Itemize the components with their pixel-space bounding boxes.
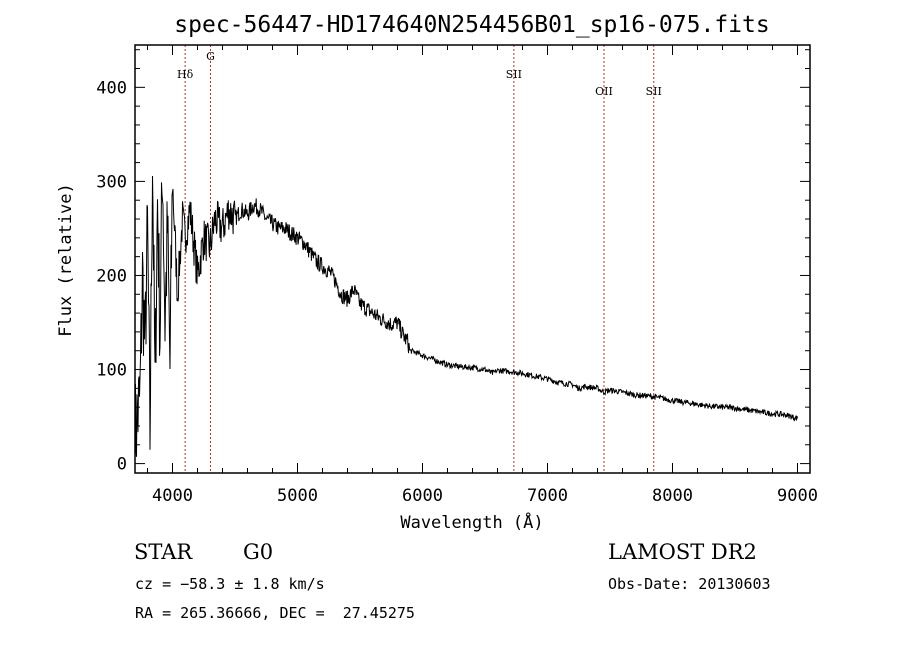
plot-frame — [134, 44, 811, 474]
x-axis-label: Wavelength (Å) — [400, 511, 543, 533]
spectral-line-label-4: SII — [646, 85, 662, 98]
spectral-line-label-0: Hδ — [177, 68, 194, 81]
observation-date: Obs-Date: 20130603 — [608, 575, 771, 593]
x-tick-label: 8000 — [652, 486, 693, 506]
y-axis-ticks: 0 100 200 300 400 — [96, 49, 810, 475]
spectral-line-label-1: G — [206, 50, 215, 63]
x-tick-label: 9000 — [777, 486, 818, 506]
spectral-line-markers: Hδ G SII OII SII — [177, 45, 662, 473]
x-tick-label: 6000 — [402, 486, 443, 506]
x-tick-label: 4000 — [152, 486, 193, 506]
x-axis-ticks: 4000 5000 6000 7000 8000 9000 — [147, 45, 818, 506]
y-tick-label: 200 — [96, 266, 127, 286]
object-type: STAR — [134, 540, 193, 564]
x-tick-label: 5000 — [277, 486, 318, 506]
y-axis-label: Flux (relative) — [56, 183, 76, 337]
spectral-line-label-2: SII — [506, 68, 522, 81]
y-tick-label: 400 — [96, 78, 127, 98]
chart-title: spec-56447-HD174640N254456B01_sp16-075.f… — [174, 12, 769, 38]
coordinates: RA = 265.36666, DEC = 27.45275 — [135, 604, 415, 622]
survey-name: LAMOST DR2 — [608, 540, 757, 564]
y-tick-label: 0 — [117, 455, 127, 475]
y-tick-label: 100 — [96, 361, 127, 381]
redshift-velocity: cz = −58.3 ± 1.8 km/s — [135, 575, 325, 593]
spectral-subclass: G0 — [243, 540, 274, 564]
spectral-line-label-3: OII — [595, 85, 613, 98]
y-tick-label: 300 — [96, 172, 127, 192]
spectrum-line — [134, 175, 798, 464]
x-tick-label: 7000 — [527, 486, 568, 506]
